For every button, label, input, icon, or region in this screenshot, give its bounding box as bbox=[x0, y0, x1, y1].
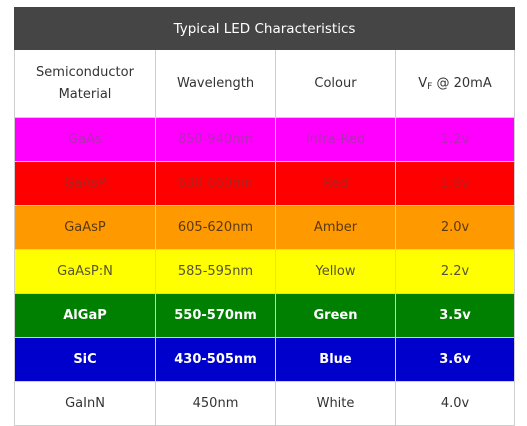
cell-forward-voltage: 1.2v bbox=[395, 117, 515, 162]
table-title-row: Typical LED Characteristics bbox=[14, 7, 515, 50]
cell-wavelength: 585-595nm bbox=[155, 249, 276, 294]
header-material-line1: Semiconductor bbox=[36, 64, 134, 80]
header-material-line2: Material bbox=[58, 86, 112, 102]
cell-forward-voltage: 1.8v bbox=[395, 161, 515, 206]
cell-material: SiC bbox=[14, 337, 156, 382]
table-row: GaAsP:N 585-595nm Yellow 2.2v bbox=[14, 249, 515, 294]
cell-wavelength: 605-620nm bbox=[155, 205, 276, 250]
table-title: Typical LED Characteristics bbox=[14, 7, 515, 50]
header-vf-subscript: F bbox=[427, 81, 433, 92]
cell-material: GaAs bbox=[14, 117, 156, 162]
header-vf-rest: @ 20mA bbox=[432, 75, 492, 91]
table-row: GaAsP 605-620nm Amber 2.0v bbox=[14, 205, 515, 250]
header-forward-voltage: VF @ 20mA bbox=[395, 49, 515, 118]
cell-colour: Infra-Red bbox=[275, 117, 396, 162]
led-characteristics-table-container: Typical LED Characteristics Semiconducto… bbox=[14, 7, 515, 426]
header-colour: Colour bbox=[275, 49, 396, 118]
cell-material: GaAsP bbox=[14, 205, 156, 250]
cell-material: GaAsP:N bbox=[14, 249, 156, 294]
table-row: SiC 430-505nm Blue 3.6v bbox=[14, 337, 515, 382]
cell-forward-voltage: 4.0v bbox=[395, 381, 515, 426]
header-wavelength: Wavelength bbox=[155, 49, 276, 118]
cell-forward-voltage: 3.5v bbox=[395, 293, 515, 338]
cell-colour: White bbox=[275, 381, 396, 426]
cell-forward-voltage: 2.0v bbox=[395, 205, 515, 250]
table-row: GaInN 450nm White 4.0v bbox=[14, 381, 515, 426]
cell-material: AlGaP bbox=[14, 293, 156, 338]
table-row: GaAs 850-940nm Infra-Red 1.2v bbox=[14, 117, 515, 162]
cell-wavelength: 630-660nm bbox=[155, 161, 276, 206]
header-vf-main: V bbox=[418, 75, 428, 91]
cell-colour: Amber bbox=[275, 205, 396, 250]
table-row: GaAsP 630-660nm Red 1.8v bbox=[14, 161, 515, 206]
table-body: GaAs 850-940nm Infra-Red 1.2v GaAsP 630-660nm… bbox=[14, 117, 515, 426]
cell-forward-voltage: 2.2v bbox=[395, 249, 515, 294]
cell-wavelength: 430-505nm bbox=[155, 337, 276, 382]
cell-colour: Green bbox=[275, 293, 396, 338]
header-semiconductor-material: Semiconductor Material bbox=[14, 49, 156, 118]
table-row: AlGaP 550-570nm Green 3.5v bbox=[14, 293, 515, 338]
cell-wavelength: 550-570nm bbox=[155, 293, 276, 338]
cell-colour: Yellow bbox=[275, 249, 396, 294]
cell-colour: Red bbox=[275, 161, 396, 206]
table-header-row: Semiconductor Material Wavelength Colour… bbox=[14, 49, 515, 118]
cell-wavelength: 850-940nm bbox=[155, 117, 276, 162]
cell-forward-voltage: 3.6v bbox=[395, 337, 515, 382]
cell-material: GaAsP bbox=[14, 161, 156, 206]
cell-material: GaInN bbox=[14, 381, 156, 426]
cell-wavelength: 450nm bbox=[155, 381, 276, 426]
led-characteristics-table: Typical LED Characteristics Semiconducto… bbox=[14, 7, 515, 426]
cell-colour: Blue bbox=[275, 337, 396, 382]
